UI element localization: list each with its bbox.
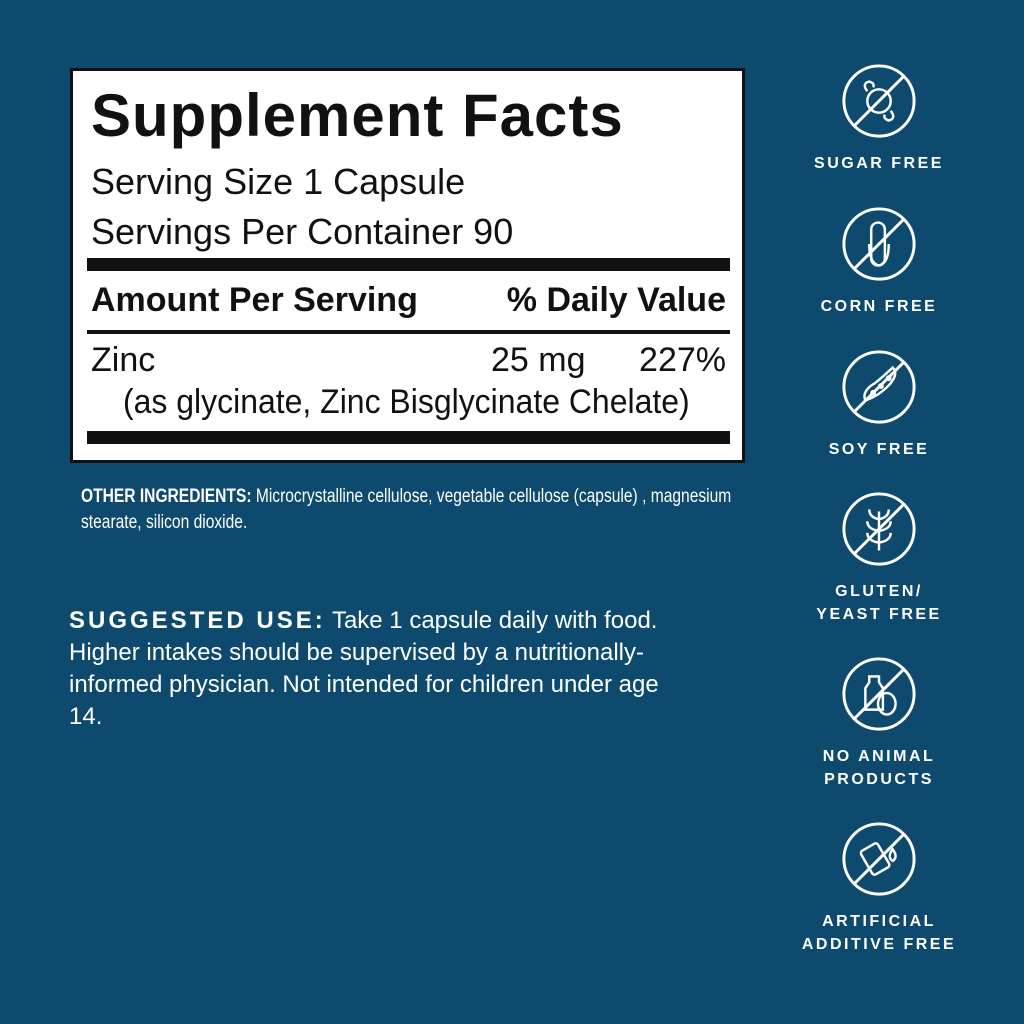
- badge-label-line1: CORN FREE: [820, 298, 938, 315]
- badge-milk-egg: NO ANIMAL PRODUCTS: [789, 655, 969, 791]
- badge-label-line2: ADDITIVE FREE: [801, 936, 957, 953]
- ingredient-amount: 25 mg: [491, 341, 586, 379]
- badge-label: SOY FREE: [789, 438, 969, 461]
- ingredient-detail: (as glycinate, Zinc Bisglycinate Chelate…: [123, 383, 690, 421]
- header-daily-value: % Daily Value: [506, 281, 726, 319]
- supplement-facts-panel: Supplement Facts Serving Size 1 Capsule …: [70, 68, 745, 463]
- badge-label-line1: SUGAR FREE: [814, 155, 944, 172]
- badge-label-line2: PRODUCTS: [824, 771, 934, 788]
- badge-label: SUGAR FREE: [789, 152, 969, 175]
- badge-candy: SUGAR FREE: [789, 62, 969, 175]
- other-ingredients-label: OTHER INGREDIENTS:: [81, 486, 252, 507]
- candy-icon: [842, 64, 916, 138]
- divider-thin: [87, 330, 730, 334]
- badge-label-line1: GLUTEN/: [835, 583, 923, 600]
- badge-label: NO ANIMAL PRODUCTS: [789, 745, 969, 791]
- additive-drop-icon: [842, 822, 916, 896]
- badge-soybean: SOY FREE: [789, 348, 969, 461]
- badge-wheat: GLUTEN/YEAST FREE: [789, 490, 969, 626]
- suggested-use: SUGGESTED USE: Take 1 capsule daily with…: [69, 605, 689, 733]
- badge-additive-drop: ARTIFICIAL ADDITIVE FREE: [789, 820, 969, 956]
- other-ingredients-text: Microcrystalline cellulose, vegetable ce…: [81, 486, 732, 533]
- suggested-use-label: SUGGESTED USE:: [69, 607, 326, 634]
- soybean-icon: [842, 350, 916, 424]
- servings-per-container: Servings Per Container 90: [91, 211, 514, 252]
- milk-egg-icon: [842, 657, 916, 731]
- badge-label: ARTIFICIAL ADDITIVE FREE: [789, 910, 969, 956]
- badge-label-line1: NO ANIMAL: [822, 748, 936, 765]
- other-ingredients: OTHER INGREDIENTS: Microcrystalline cell…: [81, 484, 762, 536]
- divider-thick: [87, 258, 730, 271]
- badge-label: CORN FREE: [789, 295, 969, 318]
- divider-thick-bottom: [87, 431, 730, 444]
- ingredient-name: Zinc: [91, 341, 156, 379]
- badge-label: GLUTEN/YEAST FREE: [789, 580, 969, 626]
- suggested-use-text: Take 1 capsule daily with food. Higher i…: [69, 607, 659, 730]
- badge-label-line1: SOY FREE: [828, 441, 930, 458]
- badge-label-line1: ARTIFICIAL: [822, 913, 936, 930]
- badge-label-line2: YEAST FREE: [816, 606, 942, 623]
- corn-icon: [842, 207, 916, 281]
- ingredient-dv: 227%: [639, 341, 726, 379]
- facts-title: Supplement Facts: [91, 82, 624, 149]
- wheat-icon: [842, 492, 916, 566]
- header-amount: Amount Per Serving: [91, 281, 418, 319]
- serving-size: Serving Size 1 Capsule: [91, 161, 466, 202]
- badge-corn: CORN FREE: [789, 205, 969, 318]
